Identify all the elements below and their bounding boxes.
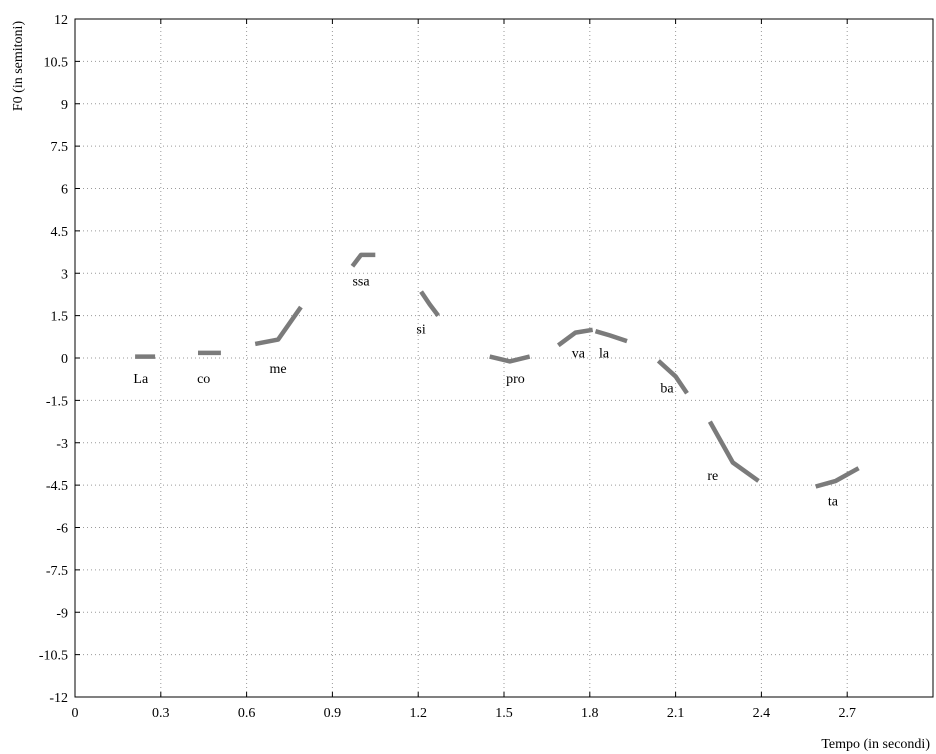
- syllable-label: pro: [506, 372, 525, 387]
- syllable-label: si: [416, 322, 425, 337]
- x-tick-label: 1.5: [495, 706, 513, 721]
- syllable-label: co: [197, 372, 210, 387]
- y-tick-label: 0: [61, 352, 68, 367]
- y-tick-label: -3: [56, 437, 68, 452]
- f0-segment-ba: [656, 359, 689, 395]
- syllable-label: va: [572, 346, 586, 361]
- x-tick-label: 1.2: [409, 706, 427, 721]
- f0-segment-la: [594, 329, 628, 344]
- y-tick-label: -4.5: [46, 479, 68, 494]
- y-tick-label: 9: [61, 98, 68, 113]
- y-tick-label: 6: [61, 183, 68, 198]
- y-tick-label: -1.5: [46, 394, 68, 409]
- f0-segment-ssa: [350, 252, 376, 268]
- x-tick-label: 0.6: [238, 706, 256, 721]
- syllable-label: la: [599, 346, 610, 361]
- y-tick-label: 7.5: [51, 140, 69, 155]
- y-tick-label: 1.5: [51, 310, 69, 325]
- y-tick-label: -10.5: [39, 649, 68, 664]
- f0-segment-pro: [489, 354, 531, 364]
- y-tick-label: 12: [54, 13, 68, 28]
- syllable-label: me: [270, 362, 287, 377]
- y-tick-label: -7.5: [46, 564, 68, 579]
- x-tick-label: 2.7: [838, 706, 856, 721]
- y-tick-label: 10.5: [44, 55, 69, 70]
- f0-segment-re: [707, 420, 760, 483]
- y-axis-label: F0 (in semitoni): [11, 21, 26, 112]
- x-tick-label: 0.9: [324, 706, 342, 721]
- x-axis-label: Tempo (in secondi): [821, 737, 930, 752]
- f0-segment-me: [254, 305, 303, 347]
- y-tick-label: -9: [56, 606, 68, 621]
- f0-segment-si: [419, 290, 440, 317]
- y-tick-label: 4.5: [51, 225, 69, 240]
- syllable-label: La: [133, 372, 149, 387]
- y-tick-label: 3: [61, 267, 68, 282]
- x-tick-label: 2.4: [753, 706, 771, 721]
- f0-segment-ta: [815, 466, 860, 489]
- syllable-label: ta: [828, 495, 839, 510]
- syllable-labels: La co me ssa si pro va la ba re ta: [133, 274, 838, 509]
- axis-ticks: 0 0.3 0.6 0.9 1.2 1.5 1.8 2.1 2.4 2.7 12 10.5 9 7.5 6 4…: [39, 13, 856, 721]
- x-tick-label: 0: [72, 706, 79, 721]
- syllable-label: re: [707, 469, 718, 484]
- syllable-label: ssa: [352, 274, 370, 289]
- y-tick-label: -12: [49, 691, 68, 706]
- y-tick-label: -6: [56, 522, 68, 537]
- x-tick-label: 1.8: [581, 706, 599, 721]
- f0-segments: [135, 252, 860, 489]
- f0-segment-va: [556, 327, 594, 348]
- syllable-label: ba: [660, 382, 674, 397]
- x-tick-label: 0.3: [152, 706, 170, 721]
- x-tick-label: 2.1: [667, 706, 685, 721]
